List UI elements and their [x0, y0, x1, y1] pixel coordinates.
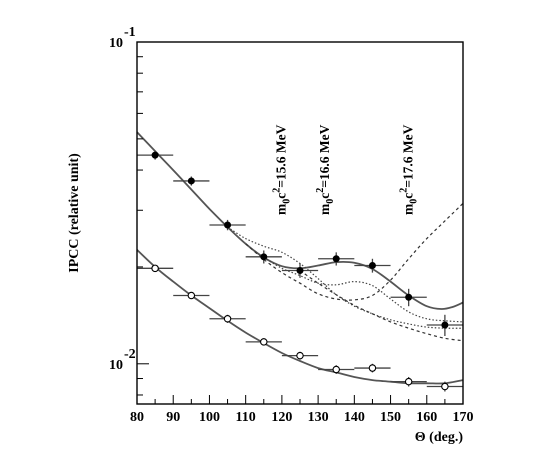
data-point — [318, 365, 355, 374]
y-axis-label: IPCC (relative unit) — [67, 153, 82, 273]
mass-label-part: m — [274, 203, 289, 215]
open-marker — [187, 291, 196, 300]
data-point — [173, 291, 210, 300]
data-point — [245, 338, 282, 346]
y-tick-exponent: -2 — [124, 347, 136, 362]
open-marker — [404, 377, 413, 386]
x-tick-label: 160 — [416, 410, 437, 425]
open-marker — [223, 315, 232, 323]
data-point — [137, 150, 174, 160]
mass-label-part: m — [317, 203, 332, 215]
mass-label-1: m0c2=15.6 MeV — [272, 124, 293, 215]
data-point — [209, 219, 246, 231]
filled-marker — [441, 321, 449, 329]
open-marker — [151, 264, 159, 273]
mass-label-part: 2 — [272, 188, 283, 193]
mass-label-part: c — [274, 193, 289, 199]
x-axis-label: Θ (deg.) — [415, 430, 464, 445]
mass-label-2: m0c2=16.6 MeV — [315, 124, 336, 215]
y-tick-label: 10 — [109, 36, 123, 51]
mass-label-part: c — [317, 193, 332, 199]
x-tick-label: 140 — [344, 410, 365, 425]
mass-label-part: =17.6 MeV — [400, 124, 415, 187]
curve-dotted-3 — [263, 256, 464, 323]
data-point — [354, 258, 391, 273]
filled-marker — [332, 255, 340, 263]
filled-marker — [151, 151, 159, 159]
x-tick-label: 100 — [199, 410, 220, 425]
x-tick-label: 80 — [130, 410, 144, 425]
y-tick-exponent: -1 — [124, 25, 136, 40]
curve-solid-0 — [136, 131, 464, 310]
data-point — [137, 264, 174, 273]
data-point — [281, 263, 319, 278]
filled-marker — [296, 266, 304, 274]
filled-marker — [187, 177, 195, 185]
data-point — [318, 252, 355, 266]
data-point — [390, 376, 427, 387]
mass-label-part: =16.6 MeV — [317, 124, 332, 187]
filled-marker — [224, 221, 232, 229]
x-tick-label: 120 — [271, 410, 292, 425]
x-tick-label: 150 — [380, 410, 401, 425]
open-marker — [260, 338, 268, 346]
mass-label-part: 0 — [325, 199, 336, 204]
mass-label-part: 2 — [315, 188, 326, 193]
mass-label-part: m — [400, 203, 415, 215]
y-tick-label: 10 — [109, 358, 123, 373]
x-axis: 80 90 100 110 120 130 140 150 160 170 — [130, 395, 474, 425]
filled-marker — [260, 253, 268, 261]
filled-marker — [368, 262, 376, 270]
mass-label-part: 0 — [282, 199, 293, 204]
data-point — [209, 314, 246, 323]
mass-label-part: c — [400, 193, 415, 199]
y-axis: 10-110-2 — [109, 25, 149, 396]
open-marker — [441, 382, 449, 391]
mass-label-3: m0c2=17.6 MeV — [398, 124, 419, 215]
open-marker — [296, 351, 304, 360]
x-tick-label: 170 — [453, 410, 474, 425]
data-point — [390, 288, 427, 307]
x-tick-label: 110 — [236, 410, 256, 425]
open-marker — [368, 364, 377, 372]
data-point — [245, 250, 282, 264]
curve-dotted-2 — [227, 226, 464, 329]
data-point — [281, 351, 319, 360]
data-point — [354, 363, 391, 373]
x-tick-label: 130 — [308, 410, 329, 425]
mass-label-part: 0 — [408, 199, 419, 204]
x-tick-label: 90 — [166, 410, 180, 425]
data-point — [173, 176, 210, 186]
mass-label-part: 2 — [398, 188, 409, 193]
plot-frame — [136, 41, 464, 405]
data-points — [137, 150, 463, 392]
filled-marker — [405, 293, 413, 301]
open-marker — [332, 365, 340, 374]
data-point — [426, 314, 463, 337]
data-point — [426, 381, 463, 392]
curve-dashed-4 — [245, 202, 464, 301]
curve-dashed-5 — [299, 270, 464, 342]
mass-label-part: =15.6 MeV — [274, 124, 289, 187]
